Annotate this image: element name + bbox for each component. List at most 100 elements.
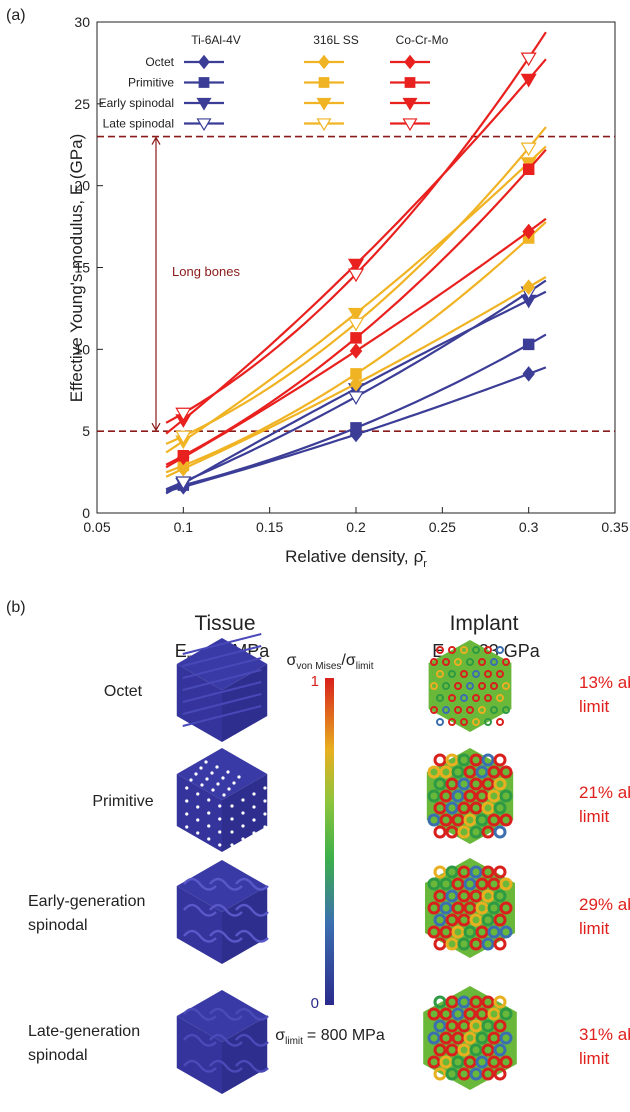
implant-cell bbox=[487, 925, 501, 939]
implant-cell bbox=[475, 1055, 489, 1069]
implant-cell bbox=[466, 706, 474, 714]
cube-pore bbox=[237, 775, 241, 779]
panel-label: (b) bbox=[6, 599, 26, 616]
implant-cell bbox=[427, 1055, 441, 1069]
implant-cell bbox=[457, 1019, 471, 1033]
implant-cell bbox=[433, 995, 447, 1009]
cube-channel bbox=[209, 877, 243, 891]
marker bbox=[177, 449, 190, 462]
cube-pore bbox=[196, 792, 200, 796]
implant-cell bbox=[445, 889, 459, 903]
implant-cell bbox=[469, 913, 483, 927]
implant-cell bbox=[463, 789, 477, 803]
y-tick-label: 20 bbox=[74, 178, 90, 194]
cube-right bbox=[222, 1016, 268, 1094]
implant-cell bbox=[466, 682, 474, 690]
implant-cell bbox=[484, 646, 492, 654]
legend-marker bbox=[196, 97, 212, 111]
legend-row: Octet bbox=[145, 55, 174, 69]
cube-channel bbox=[235, 1033, 269, 1047]
implant-cell bbox=[478, 682, 486, 690]
cube-strut bbox=[182, 633, 262, 655]
implant-cell bbox=[493, 995, 507, 1009]
cube-strut bbox=[182, 693, 262, 715]
marker bbox=[349, 375, 363, 392]
marker bbox=[522, 223, 535, 240]
implant-cell bbox=[487, 1007, 501, 1021]
implant-cell bbox=[439, 1007, 453, 1021]
cube-channel bbox=[235, 1059, 269, 1073]
cube-strut bbox=[182, 645, 262, 667]
implant-cell bbox=[475, 1031, 489, 1045]
implant-cell bbox=[457, 777, 471, 791]
implant-cell bbox=[463, 877, 477, 891]
implant-cell bbox=[457, 825, 471, 839]
implant-cell bbox=[445, 801, 459, 815]
cube-pore bbox=[185, 786, 189, 790]
cube-pore bbox=[252, 818, 256, 822]
implant-cell bbox=[445, 1043, 459, 1057]
colorbar-min: 0 bbox=[311, 995, 319, 1012]
marker bbox=[522, 279, 535, 295]
marker bbox=[175, 407, 192, 422]
cube-pore bbox=[196, 805, 200, 809]
implant-cell bbox=[457, 937, 471, 951]
marker bbox=[520, 142, 537, 157]
implant-cell bbox=[469, 1019, 483, 1033]
cube-pore bbox=[196, 818, 200, 822]
implant-cell bbox=[499, 765, 513, 779]
cube-channel bbox=[183, 1059, 217, 1073]
implant-cell bbox=[436, 718, 444, 726]
y-tick-label: 0 bbox=[82, 505, 90, 521]
implant-cell bbox=[481, 865, 495, 879]
implant-cell bbox=[445, 1019, 459, 1033]
subscript: limit bbox=[356, 661, 374, 672]
tissue-cube bbox=[176, 633, 268, 742]
implant-cell bbox=[448, 718, 456, 726]
x-tick-label: 0.2 bbox=[346, 519, 366, 535]
cube-channel bbox=[235, 929, 269, 943]
cube-pore bbox=[218, 804, 222, 808]
marker bbox=[347, 258, 365, 273]
cube-pore bbox=[252, 805, 256, 809]
cube-channel bbox=[235, 877, 269, 891]
legend-marker bbox=[404, 54, 416, 70]
fit-curve bbox=[165, 148, 547, 466]
implant-cell bbox=[496, 670, 504, 678]
implant-cell bbox=[460, 694, 468, 702]
implant-cell bbox=[427, 925, 441, 939]
implant-cell bbox=[496, 646, 504, 654]
marker bbox=[175, 430, 192, 445]
cube-channel bbox=[183, 929, 217, 943]
implant-cell bbox=[493, 913, 507, 927]
marker bbox=[349, 343, 363, 359]
implant-cell bbox=[445, 777, 459, 791]
implant-cell bbox=[493, 1043, 507, 1057]
cube-channel bbox=[209, 1059, 243, 1073]
implant-cell bbox=[499, 813, 513, 827]
marker bbox=[350, 368, 362, 380]
implant-cell bbox=[445, 825, 459, 839]
cube-pore bbox=[185, 799, 189, 803]
implant-cell bbox=[499, 1055, 513, 1069]
marker bbox=[522, 338, 535, 351]
cube-pore bbox=[230, 830, 234, 834]
cube-pore bbox=[227, 787, 231, 791]
implant-cell bbox=[493, 777, 507, 791]
stress-excess: 21% above bbox=[579, 783, 630, 802]
marker bbox=[350, 332, 362, 344]
cube-channel bbox=[209, 1033, 243, 1047]
implant-cell bbox=[475, 925, 489, 939]
cube-channel bbox=[183, 903, 217, 917]
implant-cell bbox=[451, 925, 465, 939]
colorbar-title: σvon Mises/σlimit bbox=[287, 652, 374, 672]
implant-cell bbox=[493, 1067, 507, 1081]
implant-cell bbox=[490, 682, 498, 690]
implant-cell bbox=[445, 1067, 459, 1081]
cube-pore bbox=[230, 817, 234, 821]
implant-cell bbox=[460, 670, 468, 678]
implant-cell bbox=[430, 682, 438, 690]
legend-marker bbox=[402, 97, 418, 111]
symbol: σ bbox=[287, 652, 297, 669]
implant-cell bbox=[496, 694, 504, 702]
